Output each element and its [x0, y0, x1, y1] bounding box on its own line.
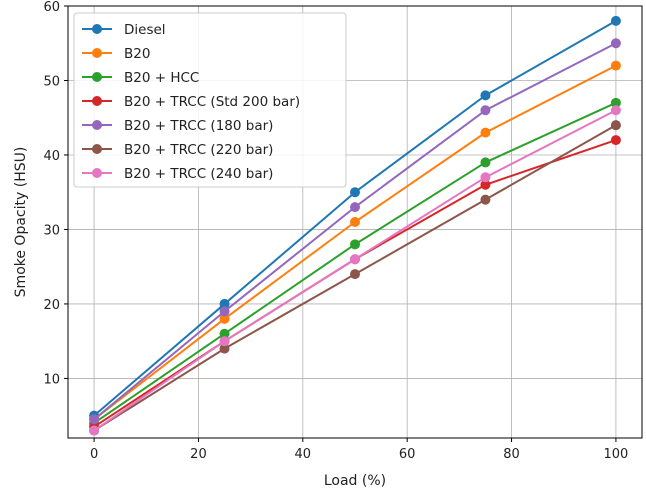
y-tick-label: 50: [43, 74, 60, 89]
legend-item: Diesel: [82, 22, 166, 38]
data-point: [350, 217, 360, 227]
legend-label: B20: [124, 46, 150, 62]
legend-item: B20 + TRCC (220 bar): [82, 142, 273, 158]
legend-label: B20 + HCC: [124, 70, 199, 86]
data-point: [610, 60, 621, 71]
data-point: [480, 127, 491, 138]
data-point: [480, 90, 491, 101]
data-point: [480, 172, 491, 183]
series-b20-trcc-180-bar: [89, 38, 621, 425]
data-point: [480, 179, 491, 190]
x-tick-label: 0: [90, 447, 98, 462]
data-point: [350, 254, 360, 265]
data-point: [219, 336, 230, 347]
legend-label: Diesel: [124, 22, 166, 38]
data-point: [480, 105, 491, 116]
legend-box: [73, 12, 347, 188]
x-tick-label: 60: [399, 447, 416, 462]
x-tick-label: 80: [503, 447, 520, 462]
series-diesel: [89, 15, 621, 421]
legend-label: B20 + TRCC (220 bar): [124, 142, 273, 158]
legend-item: B20 + TRCC (180 bar): [82, 118, 273, 134]
legend-marker: [92, 24, 102, 34]
y-tick-label: 40: [43, 149, 60, 164]
data-point: [610, 97, 621, 108]
y-tick-label: 30: [43, 223, 60, 238]
legend-label: B20 + TRCC (240 bar): [124, 166, 273, 182]
ticks: 0 20 40 60 80 100 10 20 30 40 50 60: [43, 0, 628, 462]
data-point: [89, 425, 100, 436]
legend-item: B20 + HCC: [82, 70, 199, 86]
legend-item: B20 + TRCC (240 bar): [82, 166, 273, 182]
data-point: [219, 328, 230, 339]
legend-marker: [92, 96, 102, 106]
data-point: [480, 194, 491, 205]
series-b20-trcc-240-bar: [89, 105, 621, 436]
y-tick-label: 60: [43, 0, 60, 15]
legend-item: B20 + TRCC (Std 200 bar): [82, 94, 300, 110]
legend: Diesel B20 B20 + HCC B20 + TRCC (Std 200 ba…: [73, 12, 347, 188]
series-layer: [89, 15, 621, 436]
y-tick-label: 10: [43, 372, 60, 387]
x-tick-label: 40: [295, 447, 312, 462]
plot-frame: [67, 5, 643, 439]
y-axis-label: Smoke Opacity (HSU): [13, 147, 29, 298]
x-axis-label: Load (%): [324, 473, 386, 489]
legend-marker: [92, 168, 102, 178]
data-point: [610, 105, 621, 116]
data-point: [480, 157, 491, 168]
data-point: [219, 343, 230, 354]
data-point: [610, 135, 621, 146]
data-point: [219, 313, 230, 324]
data-point: [350, 202, 360, 213]
legend-marker: [92, 48, 102, 58]
legend-label: B20 + TRCC (180 bar): [124, 118, 273, 134]
y-tick-label: 20: [43, 298, 60, 313]
legend-marker: [92, 72, 102, 82]
x-tick-label: 20: [190, 447, 207, 462]
data-point: [350, 269, 360, 280]
data-point: [350, 187, 360, 198]
data-point: [350, 239, 360, 250]
data-point: [219, 306, 230, 317]
data-point: [89, 414, 100, 425]
data-point: [610, 15, 621, 26]
legend-marker: [92, 120, 102, 130]
data-point: [610, 120, 621, 131]
legend-marker: [92, 144, 102, 154]
legend-label: B20 + TRCC (Std 200 bar): [124, 94, 300, 110]
x-tick-label: 100: [603, 447, 628, 462]
data-point: [219, 298, 230, 309]
data-point: [610, 38, 621, 49]
legend-item: B20: [82, 46, 150, 62]
